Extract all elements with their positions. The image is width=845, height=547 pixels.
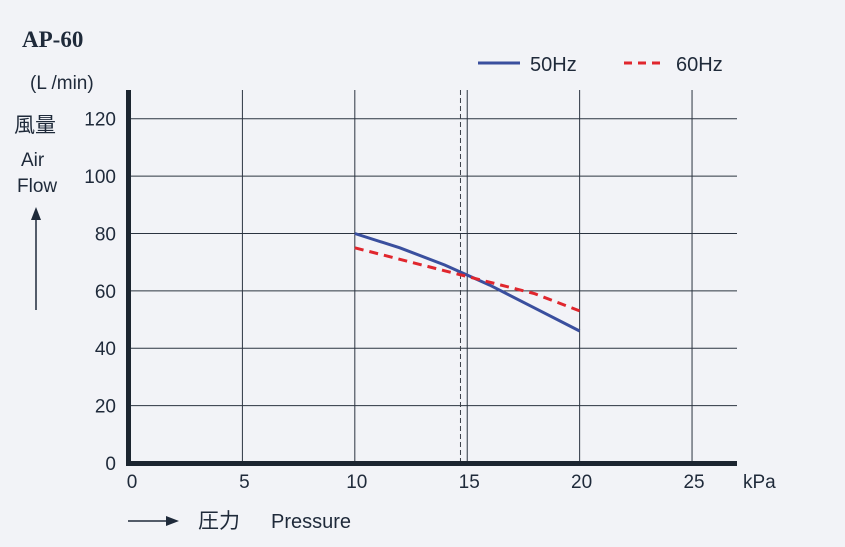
y-tick-label: 40 — [95, 339, 116, 360]
x-tick-label: 5 — [239, 472, 250, 493]
y-label-air: Air — [21, 150, 45, 171]
legend: 50Hz 60Hz — [478, 54, 723, 76]
x-tick-label: 25 — [683, 472, 704, 493]
y-tick-label: 100 — [84, 167, 116, 188]
chart-title: AP-60 — [22, 27, 83, 52]
y-tick-label: 120 — [84, 110, 116, 131]
y-label-japanese: 風量 — [14, 114, 56, 137]
x-label-english: Pressure — [271, 511, 351, 533]
x-tick-label: 10 — [346, 472, 367, 493]
y-axis-line — [126, 90, 131, 466]
tick-labels: 0 20 40 60 80 100 120 0 5 10 15 20 25 — [84, 110, 704, 493]
x-arrow-icon — [128, 516, 179, 526]
y-unit-label: (L /min) — [30, 73, 94, 94]
y-label-flow: Flow — [17, 176, 57, 197]
x-unit-label: kPa — [743, 472, 776, 493]
y-tick-label: 80 — [95, 224, 116, 245]
axes — [126, 90, 737, 466]
series-line-50hz — [354, 232, 581, 333]
grid — [130, 90, 737, 463]
x-tick-label: 0 — [127, 472, 138, 493]
x-tick-label: 20 — [571, 472, 592, 493]
x-label-japanese: 圧力 — [198, 510, 240, 533]
x-tick-label: 15 — [459, 472, 480, 493]
y-tick-label: 20 — [95, 397, 116, 418]
y-tick-label: 60 — [95, 282, 116, 303]
legend-label-60hz: 60Hz — [676, 54, 723, 76]
y-arrow-icon — [31, 207, 41, 310]
series-line-60hz — [354, 246, 581, 313]
x-axis-line — [126, 461, 737, 466]
legend-label-50hz: 50Hz — [530, 54, 577, 76]
y-tick-label: 0 — [105, 454, 116, 475]
series-lines — [354, 232, 581, 333]
